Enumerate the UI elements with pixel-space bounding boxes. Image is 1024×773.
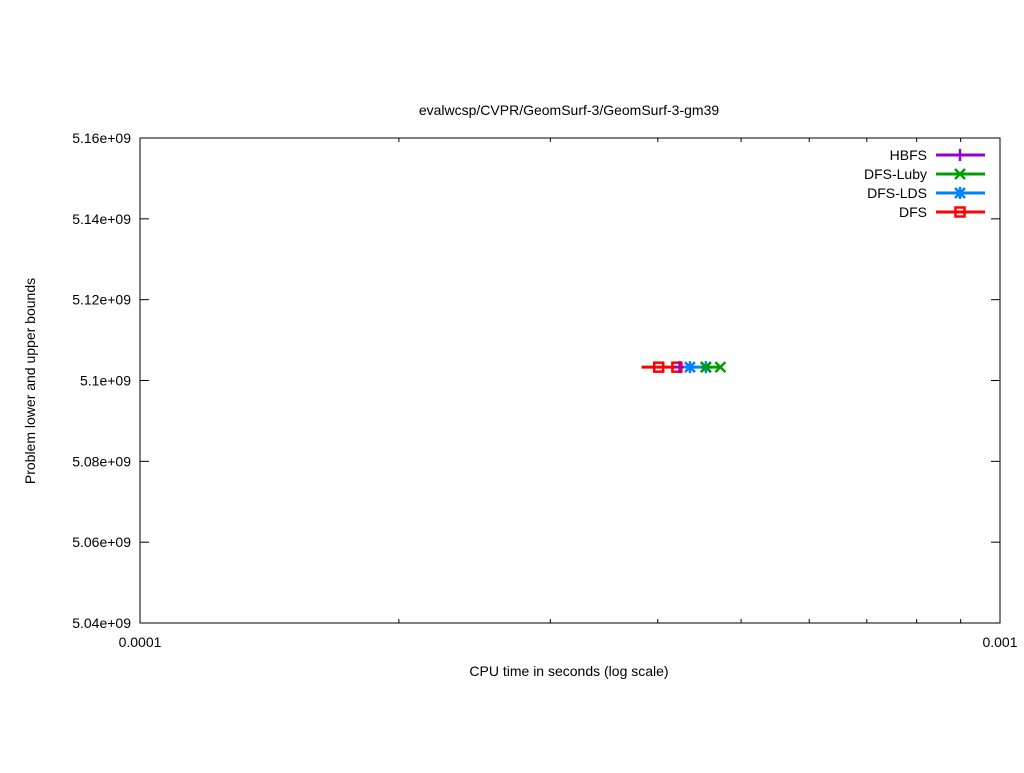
y-tick-label: 5.14e+09 (72, 211, 131, 227)
legend: HBFS DFS-Luby DFS-LDS DFS (864, 147, 985, 220)
series-dfs-luby (700, 361, 727, 374)
legend-label: DFS-LDS (867, 185, 927, 201)
square-marker (652, 361, 665, 373)
legend-entry: DFS (899, 204, 985, 220)
x-tick-label: 0.0001 (119, 634, 162, 650)
star-marker (954, 187, 966, 199)
y-axis-label: Problem lower and upper bounds (22, 278, 38, 484)
legend-label: DFS-Luby (864, 166, 927, 182)
plus-marker (955, 149, 965, 161)
plot-frame (139, 137, 1001, 624)
y-tick-label: 5.06e+09 (72, 534, 131, 550)
series-hbfs (674, 361, 685, 374)
x-tick-label: 0.001 (982, 634, 1017, 650)
square-marker (954, 206, 966, 218)
legend-entry: DFS-LDS (867, 185, 985, 201)
x-marker (954, 168, 966, 180)
y-tick-label: 5.12e+09 (72, 292, 131, 308)
x-axis-label: CPU time in seconds (log scale) (469, 663, 668, 679)
y-tick-label: 5.16e+09 (72, 130, 131, 146)
legend-entry: DFS-Luby (864, 166, 985, 182)
y-tick-label: 5.1e+09 (80, 373, 131, 389)
plus-marker (674, 361, 685, 374)
y-tick-label: 5.04e+09 (72, 615, 131, 631)
legend-label: DFS (899, 204, 927, 220)
ticks: 5.04e+09 5.06e+09 5.08e+09 5.1e+09 5.12e+09 5… (72, 130, 1018, 650)
legend-entry: HBFS (890, 147, 985, 163)
x-marker (714, 361, 727, 374)
y-tick-label: 5.08e+09 (72, 453, 131, 469)
star-marker (684, 361, 696, 374)
legend-label: HBFS (890, 147, 927, 163)
x-marker (700, 361, 712, 374)
chart-title: evalwcsp/CVPR/GeomSurf-3/GeomSurf-3-gm39 (419, 102, 720, 118)
marks (641, 361, 727, 374)
